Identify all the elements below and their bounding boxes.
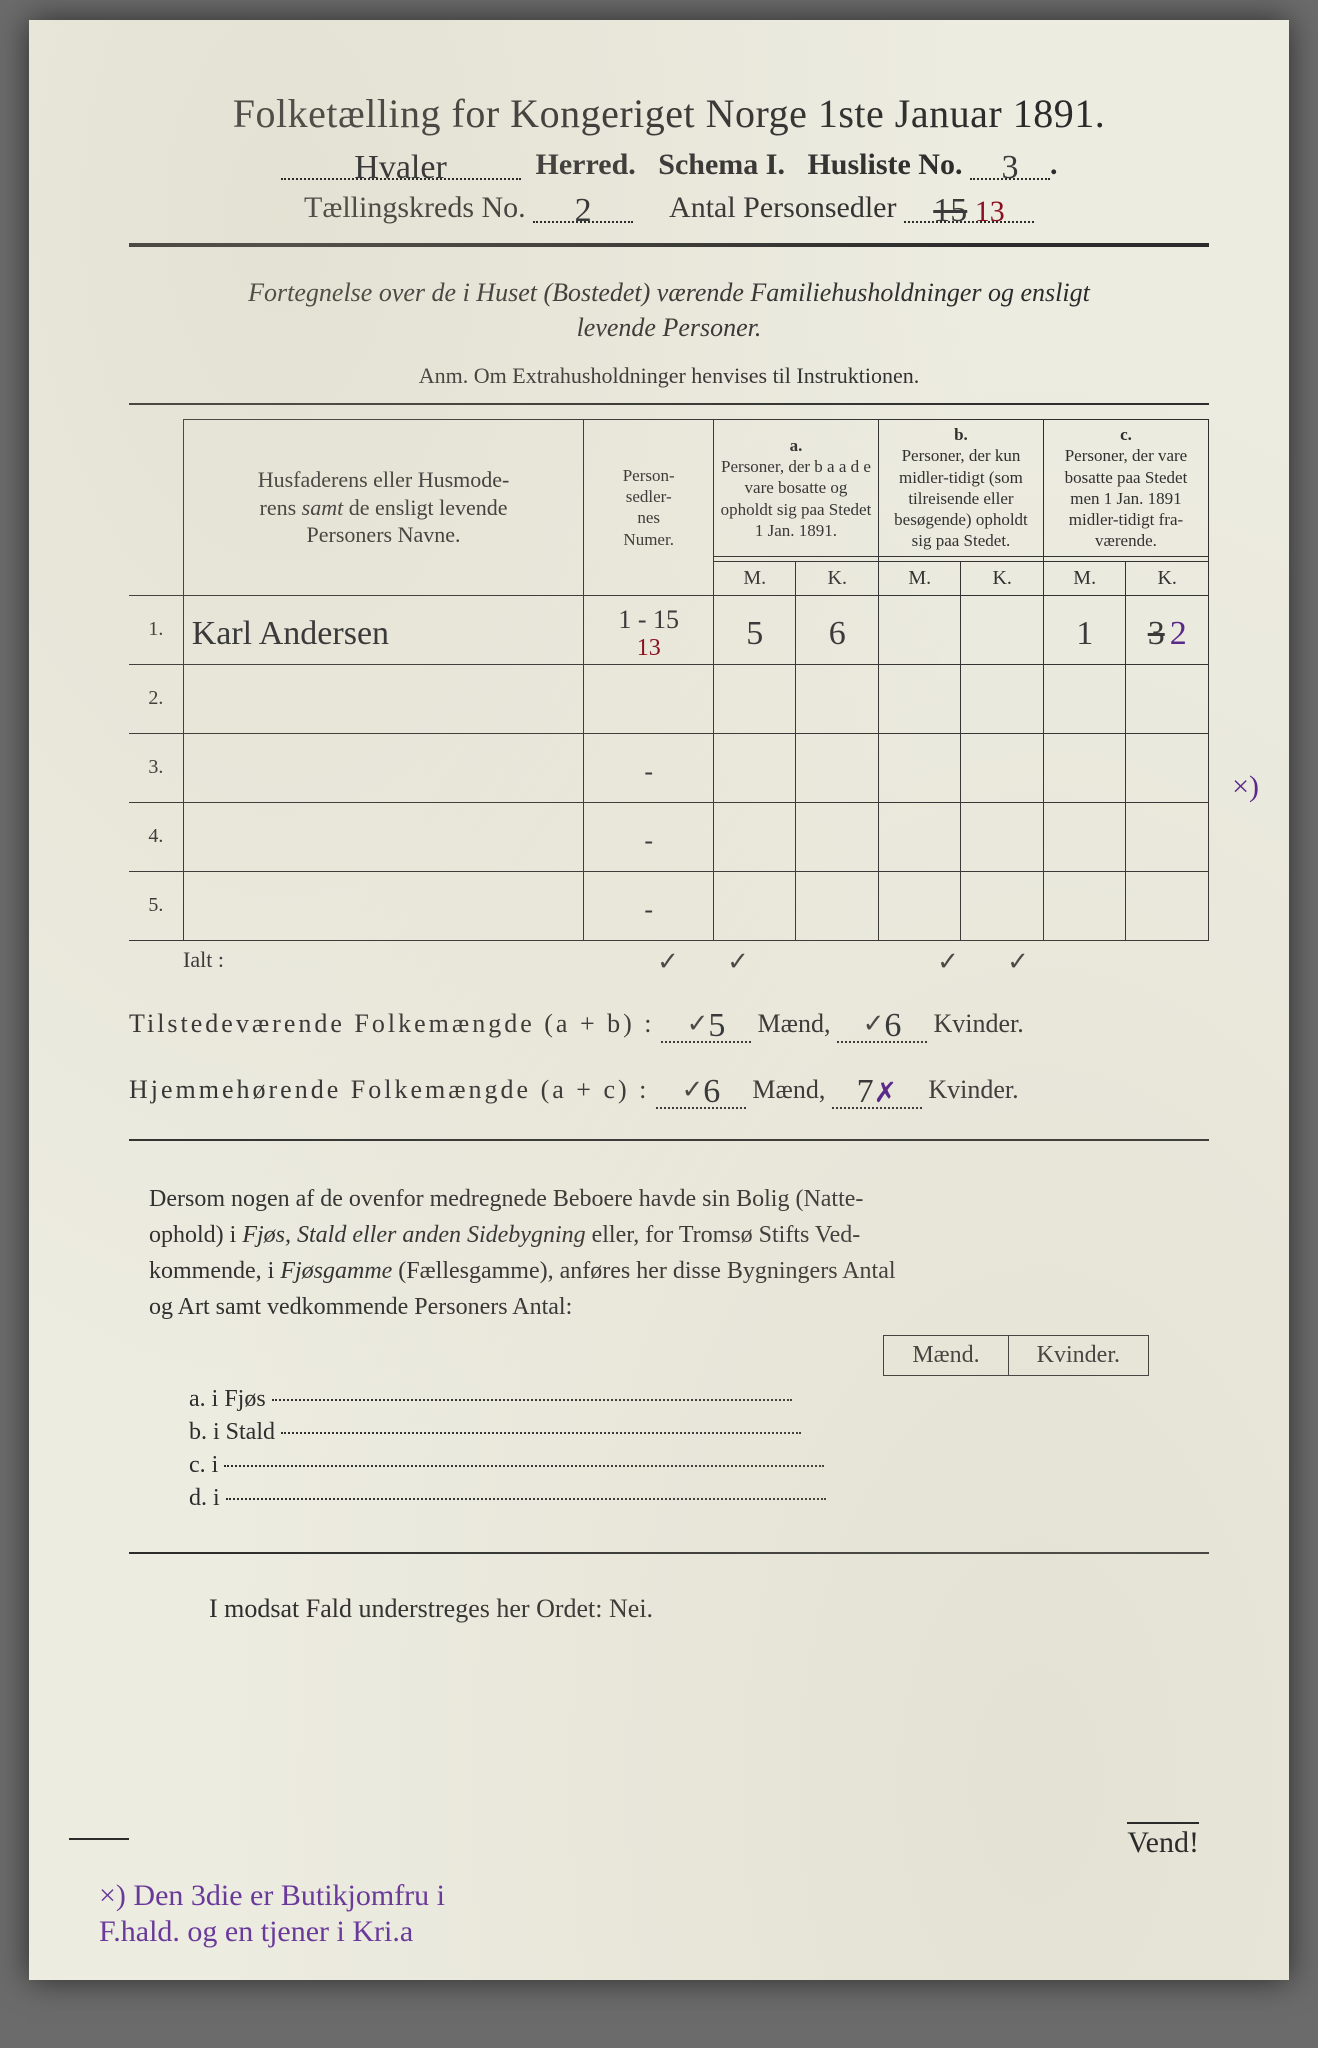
table-cell (796, 871, 878, 940)
table-cell (714, 664, 796, 733)
col-numer: Person-sedler-nesNumer. (584, 420, 714, 596)
col-c-m: M. (1043, 561, 1125, 595)
col-names: Husfaderens eller Husmode-rens samt de e… (183, 420, 584, 596)
table-cell: - (584, 733, 714, 802)
footnote-handwriting: ×) Den 3die er Butikjomfru i F.hald. og … (99, 1878, 445, 1950)
table-cell: 5 (714, 595, 796, 664)
table-cell (1043, 871, 1125, 940)
building-list: a. i Fjøs b. i Stald c. i d. i (189, 1386, 1209, 1512)
table-cell (961, 871, 1044, 940)
table-row: 1.Karl Andersen1 - 151356 13 2 (129, 595, 1209, 664)
antal-correction: 13 (975, 195, 1005, 228)
table-cell (714, 733, 796, 802)
table-cell (878, 664, 960, 733)
table-cell (1043, 664, 1125, 733)
antal-label: Antal Personsedler (669, 191, 896, 224)
kreds-label: Tællingskreds No. (304, 191, 526, 224)
tick: ✓ (913, 947, 983, 977)
nei-line: I modsat Fald understreges her Ordet: Ne… (209, 1594, 1209, 1624)
sidebygning-paragraph: Dersom nogen af de ovenfor medregnede Be… (149, 1181, 1189, 1325)
table-cell (796, 802, 878, 871)
table-cell: Karl Andersen (183, 595, 584, 664)
mk-header-small: Mænd.Kvinder. (883, 1335, 1149, 1376)
table-cell: 3 2 (1126, 595, 1209, 664)
table-cell (1126, 733, 1209, 802)
ialt-label: Ialt : (175, 947, 523, 977)
table-cell: 4. (129, 802, 183, 871)
table-cell: 6 (796, 595, 878, 664)
rule-lower (129, 1552, 1209, 1554)
side-annotation: ×) (1232, 770, 1259, 804)
table-cell (878, 871, 960, 940)
table-cell: - (584, 802, 714, 871)
rule-above-table (129, 403, 1209, 405)
tick: ✓ (633, 947, 703, 977)
table-cell (584, 664, 714, 733)
table-cell (1126, 871, 1209, 940)
table-row: 5. - (129, 871, 1209, 940)
col-b-m: M. (878, 561, 960, 595)
col-c: c. Personer, der vare bosatte paa Stedet… (1043, 420, 1208, 557)
anm-text: Anm. Om Extrahusholdninger henvises til … (129, 363, 1209, 389)
table-cell (1043, 733, 1125, 802)
table-cell (878, 802, 960, 871)
table-cell (183, 871, 584, 940)
totals-present: Tilstedeværende Folkemængde (a + b) : ✓5… (129, 1003, 1209, 1043)
table-cell (714, 871, 796, 940)
col-a-m: M. (714, 561, 796, 595)
husliste-value: 3 (1001, 149, 1018, 186)
col-b-k: K. (961, 561, 1044, 595)
table-cell (183, 733, 584, 802)
table-cell (961, 595, 1044, 664)
page-title: Folketælling for Kongeriget Norge 1ste J… (129, 90, 1209, 137)
col-a: a. Personer, der b a a d e vare bosatte … (714, 420, 879, 557)
rule-mid (129, 1139, 1209, 1141)
intro-text: Fortegnelse over de i Huset (Bostedet) v… (169, 275, 1169, 345)
table-cell: 2. (129, 664, 183, 733)
husliste-label: Husliste No. (807, 148, 962, 181)
rule-top (129, 243, 1209, 247)
census-sheet: Folketælling for Kongeriget Norge 1ste J… (29, 20, 1289, 1980)
table-cell (796, 733, 878, 802)
header-line-2: Hvaler Herred. Schema I. Husliste No. 3. (129, 145, 1209, 182)
table-cell (1126, 802, 1209, 871)
table-cell (1043, 802, 1125, 871)
herred-value: Hvaler (354, 149, 447, 186)
table-cell (1126, 664, 1209, 733)
table-cell: 3. (129, 733, 183, 802)
table-cell (961, 733, 1044, 802)
col-a-k: K. (796, 561, 878, 595)
table-row: 3. - (129, 733, 1209, 802)
header-line-3: Tællingskreds No. 2 Antal Personsedler 1… (129, 188, 1209, 225)
tick: ✓ (703, 947, 773, 977)
table-row: 2. (129, 664, 1209, 733)
table-cell: - (584, 871, 714, 940)
table-cell (714, 802, 796, 871)
totals-belonging: Hjemmehørende Folkemængde (a + c) : ✓6 M… (129, 1069, 1209, 1109)
herred-label: Herred. (536, 148, 636, 181)
kreds-value: 2 (575, 192, 592, 229)
table-cell: 1. (129, 595, 183, 664)
table-row: 4. - (129, 802, 1209, 871)
vend-label: Vend! (1127, 1822, 1199, 1860)
schema-label: Schema I. (658, 148, 785, 181)
table-cell: 1 (1043, 595, 1125, 664)
corner-rule (69, 1838, 129, 1840)
table-cell (183, 664, 584, 733)
census-table: Husfaderens eller Husmode-rens samt de e… (129, 419, 1209, 941)
col-b: b. Personer, der kun midler-tidigt (som … (878, 420, 1043, 557)
table-cell (961, 664, 1044, 733)
table-cell: 5. (129, 871, 183, 940)
table-cell (183, 802, 584, 871)
table-cell (961, 802, 1044, 871)
table-cell (878, 595, 960, 664)
table-cell: 1 - 1513 (584, 595, 714, 664)
antal-value: 15 (933, 192, 967, 229)
table-cell (878, 733, 960, 802)
tick: ✓ (983, 947, 1053, 977)
table-cell (796, 664, 878, 733)
col-c-k: K. (1126, 561, 1209, 595)
